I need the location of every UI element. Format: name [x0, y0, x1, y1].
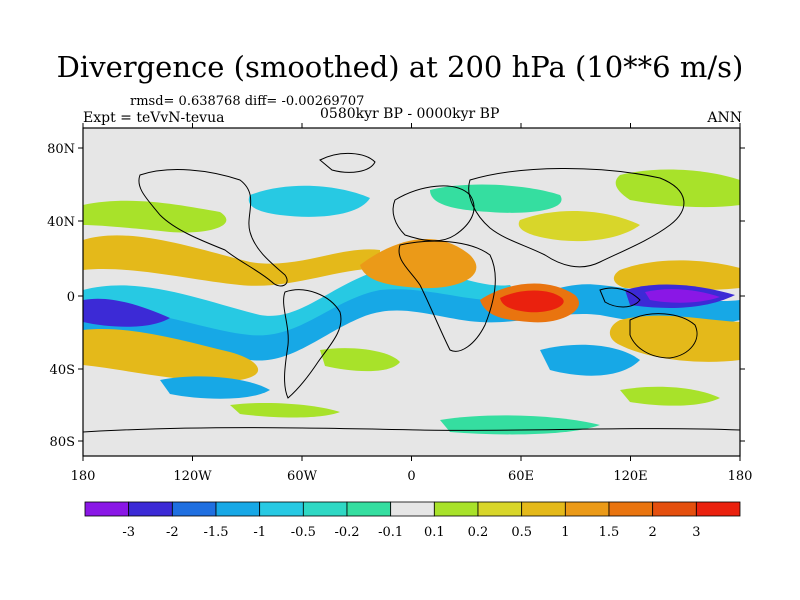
colorbar-swatch: [128, 501, 173, 517]
lat-tick-label: 80N: [47, 142, 75, 157]
lon-tick-label: 0: [407, 469, 415, 484]
south-indian-patch: [540, 344, 640, 376]
map-field: [83, 128, 740, 456]
colorbar-swatch: [652, 501, 697, 517]
lon-tick-label: 60W: [287, 469, 318, 484]
lat-tick-label: 80S: [50, 435, 75, 450]
colorbar-swatch: [346, 501, 392, 517]
lon-tick-label: 120W: [173, 469, 212, 484]
colorbar-label: 1: [561, 525, 569, 540]
southern-ocean-patch-2: [230, 402, 340, 418]
colorbar-label: -3: [122, 525, 135, 540]
eurasia-patch: [430, 184, 562, 213]
colorbar-swatch: [390, 501, 435, 517]
map-title: Divergence (smoothed) at 200 hPa (10**6 …: [56, 50, 744, 84]
colorbar-swatch: [215, 501, 261, 517]
north-atlantic-patch: [248, 185, 370, 217]
maritime-continent-peak: [645, 289, 720, 303]
atlantic-divergence: [360, 238, 477, 289]
lon-tick-label: 180: [71, 469, 96, 484]
asia-coast: [468, 168, 685, 268]
colorbar-swatch: [171, 501, 217, 517]
colorbar-label: 2: [649, 525, 657, 540]
africa-coast: [398, 240, 496, 352]
east-pacific-convergence: [83, 298, 170, 327]
colorbar-label: 0.5: [511, 525, 532, 540]
europe-coast: [392, 185, 475, 242]
colorbar-label: -0.5: [291, 525, 316, 540]
period-label: 0580kyr BP - 0000kyr BP: [320, 106, 500, 122]
stats-line: rmsd= 0.638768 diff= -0.00269707: [130, 94, 365, 109]
colorbar-label: -0.1: [378, 525, 403, 540]
latitude-axis: 80N 40N 0 40S 80S: [47, 142, 745, 450]
colorbar-label: -0.2: [334, 525, 359, 540]
colorbar-label: 1.5: [599, 525, 620, 540]
south-pacific-divergence: [83, 329, 259, 382]
south-asia-patch: [518, 210, 640, 242]
australia-coast: [629, 313, 698, 359]
antarctica-coast: [83, 427, 740, 433]
colorbar-swatch: [433, 501, 479, 517]
experiment-label: Expt = teVvN-tevua: [83, 110, 225, 126]
colorbar-swatch: [302, 501, 348, 517]
south-atlantic-patch: [320, 348, 400, 372]
colorbar-swatch: [259, 501, 304, 517]
lat-tick-label: 40N: [47, 215, 75, 230]
indian-ocean-peak: [500, 290, 564, 313]
lon-tick-label: 120E: [613, 469, 647, 484]
colorbar-label: -1.5: [203, 525, 228, 540]
colorbar-label: -2: [166, 525, 179, 540]
lon-tick-label: 180: [728, 469, 753, 484]
lat-tick-label: 0: [67, 290, 75, 305]
colorbar-label: -1: [253, 525, 266, 540]
colorbar-swatch: [564, 501, 610, 517]
colorbar-label: 3: [692, 525, 700, 540]
season-label: ANN: [707, 110, 742, 126]
southern-ocean-patch: [160, 376, 270, 399]
indonesia-coast: [599, 287, 641, 308]
north-america-coast: [138, 169, 288, 287]
west-pacific-divergence: [613, 260, 740, 291]
colorbar-swatch: [521, 501, 566, 517]
greenland-coast: [319, 153, 376, 173]
colorbar-swatch: [477, 501, 523, 517]
colorbar: -3 -2 -1.5 -1 -0.5 -0.2 -0.1 0.1 0.2 0.5 1 1.5 2 3: [84, 501, 741, 540]
coastlines: [83, 153, 740, 433]
colorbar-swatch: [695, 501, 741, 517]
antarctic-patch-2: [620, 386, 720, 406]
south-america-coast: [283, 289, 342, 399]
north-pacific-divergence: [83, 235, 380, 286]
lon-tick-label: 60E: [508, 469, 534, 484]
colorbar-label: 0.2: [468, 525, 489, 540]
colorbar-swatch: [84, 501, 130, 517]
colorbar-label: 0.1: [424, 525, 445, 540]
lat-tick-label: 40S: [50, 363, 75, 378]
colorbar-swatch: [608, 501, 654, 517]
longitude-axis: 180 120W 60W 0 60E 120E 180: [71, 123, 753, 484]
north-pacific-patch: [83, 200, 227, 233]
